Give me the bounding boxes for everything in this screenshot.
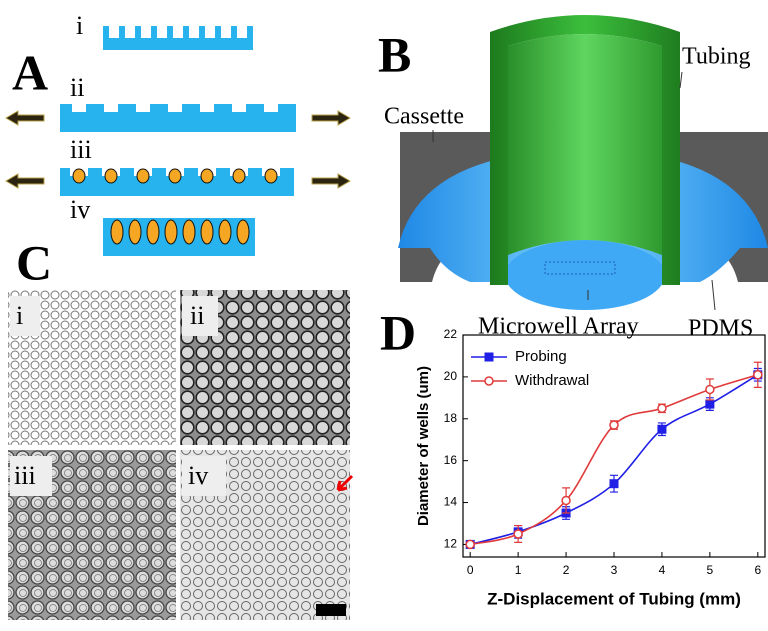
- mold-iv: [103, 218, 255, 256]
- leader: [712, 280, 715, 310]
- marker: [610, 421, 618, 429]
- image-label: i: [16, 301, 23, 330]
- y-tick-label: 20: [444, 369, 458, 383]
- legend-label: Probing: [515, 348, 567, 365]
- y-tick-label: 22: [444, 327, 458, 341]
- step-label: iv: [70, 195, 90, 224]
- x-tick-label: 1: [515, 563, 522, 577]
- x-tick-label: 3: [611, 563, 618, 577]
- y-tick-label: 18: [444, 411, 458, 425]
- label-box: [10, 296, 40, 336]
- legend-label: Withdrawal: [515, 372, 589, 389]
- y-tick-label: 16: [444, 453, 458, 467]
- marker: [610, 479, 619, 488]
- y-tick-label: 12: [444, 537, 458, 551]
- marker: [657, 425, 666, 434]
- panel-c: C i ii iii iv: [8, 234, 352, 620]
- panel-b: B Cassette Tubing Microwell Array PDMS: [378, 15, 768, 342]
- callout: Tubing: [682, 44, 750, 70]
- marker: [754, 371, 762, 379]
- scale-bar: [316, 604, 346, 616]
- series-line: [470, 375, 758, 545]
- x-tick-label: 2: [563, 563, 570, 577]
- panel-label: D: [380, 304, 416, 360]
- mold-ii: [60, 104, 296, 132]
- x-axis-label: Z-Displacement of Tubing (mm): [487, 589, 741, 608]
- step-label: iii: [70, 135, 92, 164]
- image-label: iv: [188, 461, 208, 490]
- panel-label: A: [12, 44, 48, 100]
- marker: [658, 404, 666, 412]
- callout: Microwell Array: [478, 314, 639, 340]
- marker: [705, 400, 714, 409]
- microwell-array: [505, 240, 665, 310]
- tubing-inside: [508, 34, 662, 255]
- legend-marker: [485, 353, 494, 362]
- callout: Cassette: [384, 104, 464, 130]
- x-tick-label: 6: [754, 563, 761, 577]
- step-label: ii: [70, 73, 84, 102]
- callout: PDMS: [688, 316, 753, 342]
- panel-label: C: [16, 234, 52, 290]
- x-tick-label: 4: [659, 563, 666, 577]
- marker: [706, 385, 714, 393]
- panel-label: B: [378, 26, 411, 82]
- y-tick-label: 14: [444, 495, 458, 509]
- step-label: i: [76, 11, 83, 40]
- series-line: [470, 375, 758, 545]
- image-label: ii: [190, 301, 204, 330]
- y-axis-label: Diameter of wells (um): [415, 366, 432, 526]
- marker: [514, 530, 522, 538]
- marker: [466, 540, 474, 548]
- mold-i: [103, 26, 253, 50]
- x-tick-label: 0: [467, 563, 474, 577]
- plot-frame: [463, 335, 765, 557]
- panel-a: A i ii iii iv: [6, 11, 350, 256]
- legend-marker: [485, 377, 493, 385]
- panel-d: D Diameter of wells (um) Z-Displacement …: [380, 304, 765, 608]
- leader: [680, 72, 682, 88]
- x-tick-label: 5: [707, 563, 714, 577]
- figure: A i ii iii iv B Cassette Tubing: [0, 0, 768, 626]
- marker: [562, 496, 570, 504]
- image-label: iii: [14, 461, 36, 490]
